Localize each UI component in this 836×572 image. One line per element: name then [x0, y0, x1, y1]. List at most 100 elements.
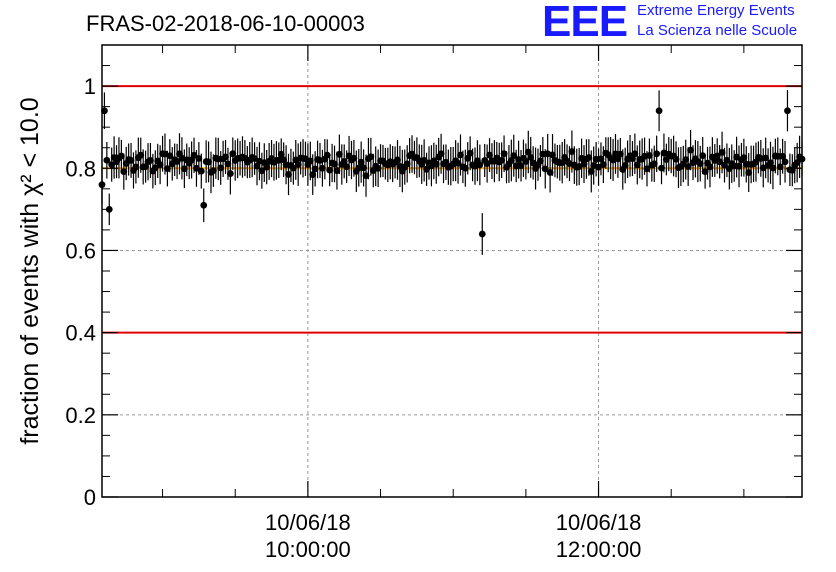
data-point — [524, 130, 532, 174]
point-marker — [696, 160, 704, 168]
point-marker — [568, 148, 576, 155]
data-point — [757, 140, 765, 177]
point-marker — [280, 156, 288, 164]
data-point — [587, 150, 595, 193]
point-marker — [132, 163, 140, 171]
data-point — [180, 149, 188, 189]
y-tick-label: 1 — [84, 74, 96, 99]
point-marker — [360, 164, 367, 172]
data-point — [277, 138, 285, 171]
data-point — [740, 138, 748, 177]
point-marker — [687, 146, 694, 154]
point-marker — [718, 149, 726, 156]
point-marker — [672, 155, 680, 163]
data-point — [362, 154, 370, 197]
data-point — [333, 151, 341, 190]
data-point — [546, 152, 554, 193]
data-point — [510, 134, 518, 177]
data-point — [706, 146, 714, 188]
point-marker — [222, 153, 229, 161]
point-marker — [289, 164, 297, 172]
data-point — [655, 90, 663, 132]
point-marker — [323, 151, 331, 159]
point-marker — [633, 161, 641, 169]
point-marker — [362, 172, 370, 180]
point-marker — [214, 155, 222, 163]
data-points — [98, 90, 806, 255]
data-point — [580, 145, 588, 184]
logo-line-1: Extreme Energy Events — [637, 2, 795, 19]
point-marker — [156, 161, 164, 169]
data-point — [289, 151, 297, 185]
data-point — [432, 144, 440, 184]
y-tick-label: 0.8 — [65, 156, 96, 181]
point-marker — [701, 168, 709, 176]
data-point — [263, 149, 271, 185]
point-marker — [466, 149, 474, 157]
data-point — [527, 136, 535, 178]
point-marker — [512, 162, 520, 170]
point-marker — [423, 165, 430, 173]
point-marker — [527, 153, 535, 161]
point-marker — [762, 154, 770, 162]
point-marker — [541, 165, 549, 173]
data-point — [117, 139, 125, 173]
page-title: FRAS-02-2018-06-10-00003 — [86, 11, 365, 36]
y-tick-label: 0.4 — [65, 321, 96, 346]
point-marker — [742, 160, 750, 168]
point-marker — [180, 165, 188, 173]
data-point — [781, 140, 789, 183]
data-point — [767, 141, 774, 184]
point-marker — [432, 160, 440, 168]
point-marker — [546, 169, 554, 176]
point-marker — [229, 150, 237, 158]
point-marker — [331, 160, 338, 168]
data-point — [403, 145, 411, 183]
point-marker — [294, 161, 302, 169]
point-marker — [350, 154, 358, 162]
data-point — [701, 154, 709, 189]
data-point — [713, 138, 721, 174]
data-point — [340, 144, 348, 179]
y-axis-label: fraction of events with χ² < 10.0 — [16, 97, 44, 444]
point-marker — [309, 171, 317, 179]
data-point — [793, 142, 801, 183]
point-marker — [699, 152, 707, 160]
point-marker — [631, 150, 639, 158]
point-marker — [367, 153, 375, 161]
point-marker — [781, 158, 789, 166]
point-marker — [716, 158, 724, 166]
point-marker — [745, 169, 753, 176]
point-marker — [784, 107, 791, 115]
data-point — [335, 134, 343, 175]
point-marker — [524, 148, 532, 156]
point-marker — [735, 162, 743, 170]
data-point — [326, 153, 334, 187]
point-marker — [776, 163, 784, 171]
data-point — [478, 213, 486, 255]
data-point — [653, 135, 661, 172]
point-marker — [190, 151, 198, 159]
point-marker — [357, 158, 365, 166]
axis-ticks — [102, 45, 802, 498]
point-marker — [682, 156, 690, 164]
point-marker — [478, 230, 486, 238]
axis-tick-labels: 00.20.40.60.8110/06/1810:00:0010/06/1812… — [65, 74, 641, 562]
point-marker — [127, 157, 135, 164]
logo-line-2: La Scienza nelle Scuole — [637, 22, 798, 39]
point-marker — [684, 163, 692, 170]
x-tick-label-time: 10:00:00 — [265, 537, 351, 562]
data-point — [285, 153, 292, 196]
point-marker — [166, 152, 174, 160]
point-marker — [285, 171, 292, 178]
data-point — [309, 154, 317, 195]
data-point — [151, 150, 159, 186]
point-marker — [403, 160, 411, 168]
point-marker — [263, 163, 271, 171]
point-marker — [306, 157, 314, 165]
point-marker — [723, 156, 731, 164]
point-marker — [646, 152, 653, 159]
point-marker — [757, 154, 765, 162]
point-marker — [769, 164, 777, 172]
data-point — [699, 137, 707, 175]
